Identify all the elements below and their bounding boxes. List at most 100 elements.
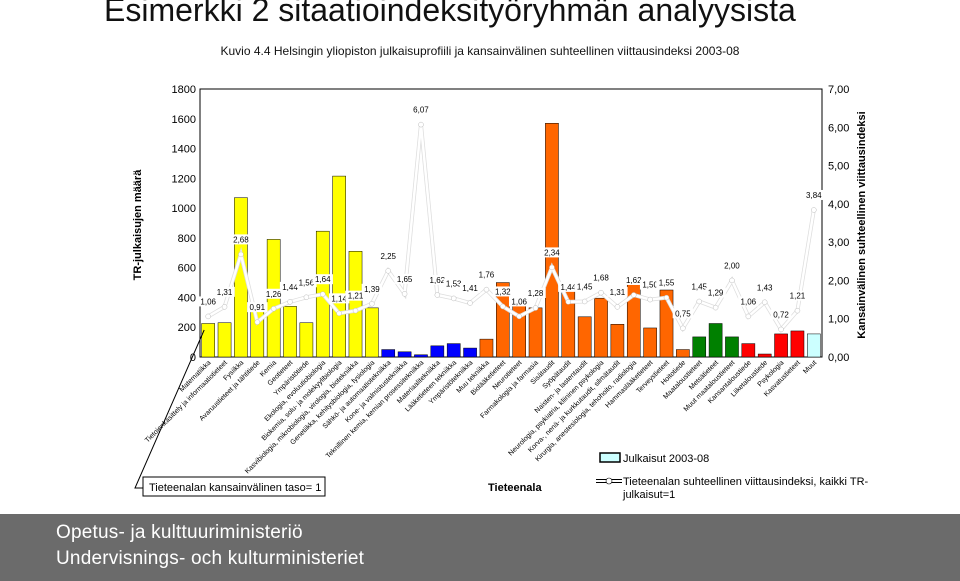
- y2-tick-label: 4,00: [828, 199, 849, 211]
- index-label: 1,28: [528, 289, 544, 298]
- y2-tick-label: 3,00: [828, 237, 849, 249]
- index-label-bg: [443, 278, 464, 289]
- index-point: [761, 299, 768, 306]
- index-label: 1,21: [790, 292, 806, 301]
- index-label-bg: [558, 281, 579, 292]
- index-label-bg: [492, 286, 514, 297]
- index-point: [745, 313, 752, 320]
- y2-axis-title: Kansainvälinen suhteellinen viittausinde…: [856, 111, 868, 338]
- index-point: [483, 286, 490, 293]
- index-label-bg: [427, 274, 448, 285]
- category-label: Muut: [802, 359, 818, 375]
- index-label-bg: [705, 287, 726, 298]
- bar: [774, 333, 788, 358]
- bar: [217, 322, 232, 358]
- bar: [610, 323, 625, 358]
- index-label: 1,21: [348, 292, 364, 301]
- index-point: [385, 268, 391, 274]
- bar: [332, 175, 346, 358]
- index-label-bg: [656, 277, 677, 288]
- index-point: [303, 294, 310, 301]
- index-label-bg: [410, 104, 432, 115]
- index-label-bg: [214, 286, 235, 297]
- bar: [790, 330, 805, 358]
- bar: [643, 327, 657, 358]
- bar: [348, 251, 363, 358]
- index-line: [207, 124, 816, 332]
- index-label-bg: [345, 290, 366, 301]
- index-label: 1,53: [446, 279, 462, 288]
- bar: [512, 298, 526, 358]
- index-point: [581, 298, 588, 305]
- bar: [446, 343, 461, 358]
- y2-tick-label: 6,00: [828, 122, 849, 134]
- index-point: [254, 319, 261, 325]
- bar: [594, 297, 608, 358]
- page-title: Esimerkki 2 sitaatioindeksityöryhmän ana…: [104, 0, 796, 28]
- index-label-bg: [197, 296, 219, 307]
- index-label: 1,45: [577, 282, 593, 291]
- index-label-bg: [623, 274, 644, 285]
- index-label: 1,26: [266, 290, 282, 299]
- bar: [545, 122, 559, 358]
- index-label-bg: [296, 277, 317, 288]
- bar: [430, 345, 445, 358]
- index-point: [500, 303, 506, 310]
- index-label: 1,44: [561, 283, 577, 292]
- y-axis-title: TR-julkaisujen määrä: [132, 169, 144, 281]
- y-tick-label: 1600: [172, 114, 196, 126]
- index-point: [532, 305, 539, 311]
- ministry-name-sv: Undervisnings- och kulturministeriet: [56, 548, 365, 569]
- bar: [807, 333, 821, 358]
- index-label-bg: [378, 250, 399, 261]
- index-label: 1,29: [708, 289, 724, 298]
- y2-tick-label: 2,00: [828, 275, 849, 287]
- index-label: 1,06: [511, 297, 527, 306]
- index-label: 2,34: [544, 248, 560, 257]
- y2-axis-ticks: 0,00 1,00 2,00 3,00 4,00 5,00 6,00 7,00: [828, 84, 849, 364]
- index-label-bg: [607, 286, 628, 297]
- index-label-bg: [787, 290, 808, 301]
- index-point-labels: 1,061,312,680,911,261,441,56 1,641,14 1,21…: [197, 104, 825, 320]
- chart-subtitle: Kuvio 4.4 Helsingin yliopiston julkaisup…: [220, 44, 740, 58]
- y-tick-label: 0: [190, 352, 196, 364]
- index-label: 6,07: [413, 106, 429, 115]
- index-label-bg: [770, 309, 792, 320]
- index-label-bg: [738, 296, 759, 307]
- bar: [741, 343, 756, 358]
- ministry-footer: Opetus- ja kulttuuriministeriö Undervisn…: [0, 514, 960, 581]
- y-tick-label: 200: [178, 322, 196, 334]
- index-label: 1,31: [610, 288, 626, 297]
- index-point: [663, 294, 670, 301]
- index-point: [467, 300, 473, 306]
- index-label-bg: [279, 281, 301, 292]
- index-point: [450, 295, 457, 302]
- index-label-bg: [312, 274, 333, 285]
- baseline-label-box: [142, 476, 326, 497]
- index-point: [320, 291, 326, 297]
- index-label: 1,62: [626, 276, 642, 285]
- index-point: [401, 291, 408, 297]
- index-point: [238, 251, 244, 258]
- index-point: [434, 292, 441, 298]
- index-label: 1,43: [757, 283, 773, 292]
- index-point: [336, 310, 342, 317]
- y-tick-label: 1400: [172, 144, 196, 156]
- y2-tick-label: 5,00: [828, 161, 849, 173]
- bar: [479, 338, 494, 358]
- y2-tick-label: 1,00: [828, 314, 849, 326]
- bar: [463, 347, 477, 358]
- index-label: 1,65: [397, 275, 413, 284]
- y-tick-label: 1200: [172, 173, 196, 185]
- index-label: 1,62: [430, 276, 446, 285]
- bar: [626, 276, 641, 358]
- index-label-bg: [689, 281, 710, 292]
- index-label: 0,91: [250, 303, 266, 312]
- index-label-bg: [639, 279, 661, 290]
- index-label-bg: [394, 273, 415, 284]
- y2-tick-label: 7,00: [828, 84, 849, 96]
- index-label: 1,39: [364, 285, 380, 294]
- index-label: 1,76: [479, 271, 495, 280]
- index-label-bg: [803, 189, 825, 200]
- index-point: [696, 298, 702, 305]
